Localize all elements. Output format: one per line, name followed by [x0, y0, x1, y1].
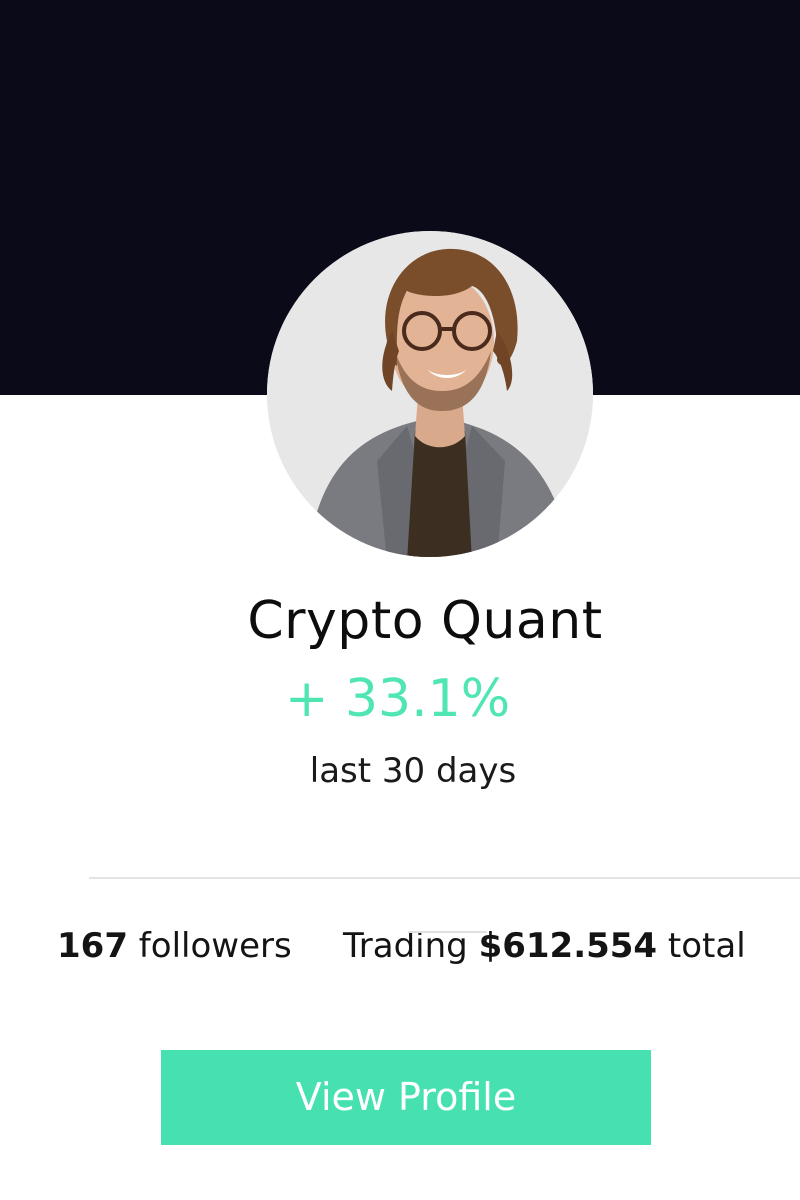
trading-stat: Trading $612.554 total: [343, 922, 746, 970]
trading-amount: $612.554: [478, 926, 658, 966]
trading-suffix: total: [657, 926, 746, 966]
followers-stat: 167 followers: [57, 922, 292, 970]
profile-name: Crypto Quant: [247, 591, 603, 651]
followers-count: 167: [57, 926, 128, 966]
avatar-photo: [267, 231, 593, 557]
performance-gain: + 33.1%: [284, 669, 511, 729]
decorative-rule: [408, 931, 487, 933]
section-divider: [89, 877, 800, 879]
followers-label: followers: [127, 926, 292, 966]
performance-period: last 30 days: [309, 751, 517, 791]
view-profile-button[interactable]: View Profile: [161, 1050, 651, 1145]
avatar: [267, 231, 593, 557]
